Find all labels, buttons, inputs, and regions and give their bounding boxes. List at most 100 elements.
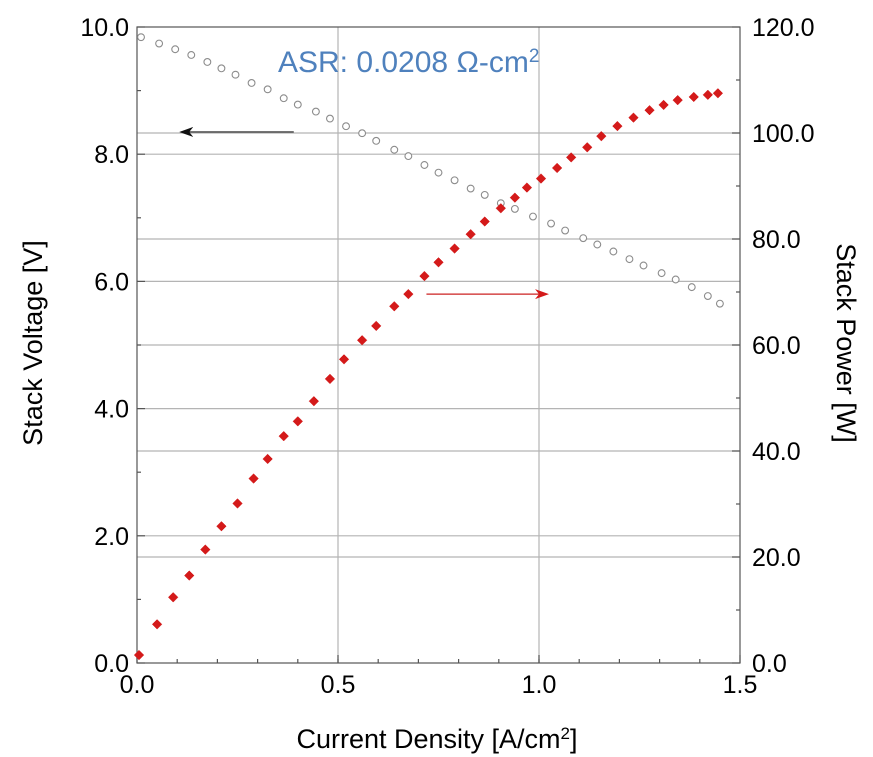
power-point bbox=[535, 173, 547, 184]
power-point bbox=[628, 112, 639, 123]
power-point bbox=[308, 396, 320, 407]
left-y-axis-tick-labels: 0.0 2.0 4.0 6.0 8.0 10.0 bbox=[80, 14, 129, 678]
x-tick-label: 1.5 bbox=[723, 671, 758, 699]
series-arrows bbox=[179, 126, 550, 300]
right-y-tick-label: 120.0 bbox=[752, 14, 815, 42]
x-tick-label: 0.5 bbox=[321, 671, 356, 699]
power-point bbox=[509, 192, 521, 203]
power-point bbox=[248, 473, 259, 484]
power-point bbox=[356, 335, 368, 346]
power-point bbox=[644, 105, 655, 116]
left-y-tick-label: 10.0 bbox=[80, 14, 129, 42]
asr-annotation: ASR: 0.0208 Ω-cm2 bbox=[278, 46, 539, 80]
voltage-point bbox=[247, 79, 256, 87]
voltage-point bbox=[625, 255, 634, 264]
voltage-point bbox=[155, 39, 164, 48]
power-point bbox=[688, 91, 699, 103]
power-point bbox=[433, 257, 444, 268]
left-y-tick-label: 0.0 bbox=[94, 650, 129, 678]
power-point bbox=[292, 416, 303, 427]
voltage-point bbox=[547, 219, 556, 228]
voltage-point bbox=[420, 161, 429, 169]
voltage-point bbox=[593, 240, 602, 249]
left-y-tick-label: 4.0 bbox=[94, 396, 129, 424]
power-point bbox=[449, 243, 460, 254]
voltage-point bbox=[561, 226, 570, 235]
power-point bbox=[371, 320, 382, 332]
power-point bbox=[403, 288, 414, 300]
voltage-point bbox=[703, 292, 712, 300]
right-y-tick-label: 80.0 bbox=[752, 226, 801, 254]
power-point bbox=[232, 498, 243, 509]
power-point bbox=[262, 453, 273, 465]
power-point bbox=[151, 619, 163, 630]
plot-frame bbox=[136, 26, 741, 664]
power-point bbox=[324, 373, 336, 385]
left-y-tick-label: 8.0 bbox=[94, 141, 129, 169]
power-point bbox=[278, 431, 289, 442]
power-point bbox=[702, 89, 713, 100]
voltage-point bbox=[171, 45, 180, 54]
right-y-tick-label: 60.0 bbox=[752, 332, 801, 360]
right-y-tick-label: 0.0 bbox=[752, 650, 787, 678]
voltage-point bbox=[293, 100, 302, 109]
power-point bbox=[338, 354, 350, 365]
voltage-point bbox=[263, 85, 272, 94]
left-y-tick-label: 2.0 bbox=[94, 523, 129, 551]
voltage-point bbox=[657, 269, 666, 278]
voltage-point bbox=[639, 261, 648, 270]
voltage-point bbox=[358, 129, 367, 138]
power-point bbox=[465, 229, 476, 240]
voltage-point bbox=[529, 212, 537, 221]
voltage-point bbox=[279, 94, 288, 103]
power-point bbox=[389, 301, 400, 312]
left-y-axis-title: Stack Voltage [V] bbox=[18, 240, 48, 446]
right-y-axis-title: Stack Power [W] bbox=[831, 243, 861, 443]
power-point bbox=[566, 152, 577, 163]
voltage-point bbox=[480, 190, 489, 199]
voltage-point bbox=[203, 58, 212, 66]
right-y-axis-tick-labels: 0.0 20.0 40.0 60.0 80.0 100.0 120.0 bbox=[752, 14, 815, 678]
voltage-point bbox=[326, 114, 334, 123]
voltage-point bbox=[311, 107, 320, 116]
right-y-tick-label: 40.0 bbox=[752, 438, 801, 466]
power-point bbox=[419, 270, 430, 282]
power-point bbox=[479, 216, 490, 227]
voltage-point bbox=[231, 70, 240, 79]
voltage-point bbox=[671, 275, 680, 284]
power-point bbox=[582, 142, 593, 153]
voltage-point bbox=[510, 204, 519, 213]
voltage-point bbox=[137, 33, 145, 42]
voltage-point bbox=[404, 152, 413, 161]
stack-power-series bbox=[133, 88, 724, 661]
power-point bbox=[200, 544, 211, 555]
right-y-tick-label: 100.0 bbox=[752, 120, 815, 148]
power-point bbox=[168, 592, 179, 603]
voltage-point bbox=[687, 283, 696, 292]
voltage-point bbox=[187, 51, 196, 59]
voltage-point bbox=[372, 136, 381, 145]
power-point bbox=[712, 88, 724, 99]
right-y-tick-label: 20.0 bbox=[752, 544, 801, 572]
voltage-point bbox=[342, 122, 350, 131]
power-point bbox=[551, 162, 563, 174]
x-tick-label: 1.0 bbox=[522, 671, 557, 699]
power-point bbox=[672, 94, 683, 106]
stack-voltage-series bbox=[137, 33, 724, 308]
power-point bbox=[495, 203, 506, 214]
power-point bbox=[133, 649, 145, 661]
x-tick-label: 0.0 bbox=[120, 671, 155, 699]
left-y-tick-label: 6.0 bbox=[94, 268, 129, 296]
voltage-point bbox=[450, 176, 459, 185]
voltage-point bbox=[434, 168, 443, 177]
voltage-point bbox=[466, 184, 475, 193]
voltage-point bbox=[715, 299, 724, 308]
voltage-point bbox=[217, 64, 226, 73]
voltage-point bbox=[579, 234, 588, 243]
x-axis-title: Current Density [A/cm2] bbox=[296, 724, 577, 755]
power-point bbox=[658, 99, 669, 111]
power-point bbox=[216, 521, 227, 532]
power-point bbox=[596, 131, 607, 142]
x-axis-tick-labels: 0.0 0.5 1.0 1.5 bbox=[120, 671, 758, 699]
